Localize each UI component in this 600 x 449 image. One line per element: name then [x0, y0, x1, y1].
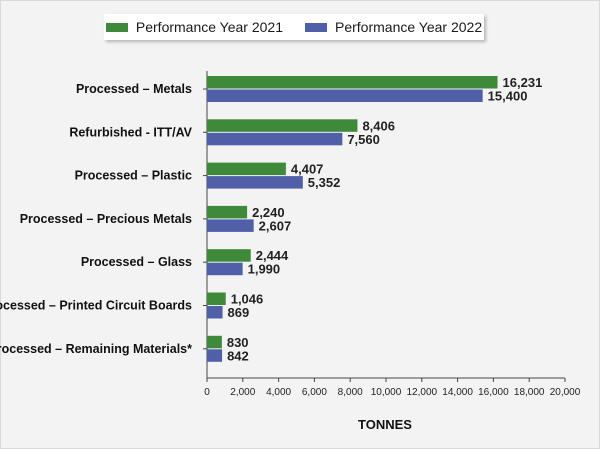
x-tick-label: 0 [204, 387, 210, 398]
bar-2021 [207, 249, 251, 262]
category-label: Processed – Printed Circuit Boards [0, 299, 192, 313]
category-label: Refurbished - ITT/AV [69, 125, 192, 139]
x-tick-label: 2,000 [230, 387, 255, 398]
bar-2021 [207, 76, 498, 89]
bar-2021 [207, 119, 358, 132]
x-tick-label: 18,000 [514, 387, 545, 398]
bar-2021 [207, 205, 248, 219]
x-axis-title: TONNES [358, 417, 412, 432]
chart-legend: Performance Year 2021 Performance Year 2… [104, 14, 484, 40]
x-tick-label: 10,000 [371, 387, 402, 398]
value-label-2021: 2,240 [252, 205, 285, 220]
category-label: Processed – Remaining Materials* [0, 342, 192, 356]
legend-swatch-2021 [105, 22, 128, 32]
value-label-2021: 8,406 [362, 118, 395, 133]
value-label-2022: 869 [228, 305, 250, 320]
x-tick-label: 4,000 [266, 387, 291, 398]
x-tick-label: 16,000 [478, 387, 509, 398]
bar-2022 [207, 349, 223, 362]
value-label-2021: 2,444 [256, 248, 289, 263]
value-label-2022: 15,400 [488, 89, 528, 104]
value-label-2021: 830 [227, 335, 249, 350]
value-label-2021: 1,046 [231, 292, 264, 307]
bar-2022 [207, 89, 483, 102]
bar-2022 [207, 219, 254, 232]
bar-2021 [207, 335, 222, 349]
category-label: Processed – Glass [81, 255, 192, 269]
value-label-2022: 7,560 [347, 132, 380, 147]
category-label: Processed – Plastic [75, 169, 192, 183]
bar-2021 [207, 162, 286, 176]
legend-swatch-2022 [305, 22, 327, 32]
value-label-2021: 16,231 [503, 75, 543, 90]
bar-2021 [207, 292, 226, 305]
category-label: Processed – Precious Metals [20, 212, 192, 226]
value-label-2021: 4,407 [291, 162, 324, 177]
x-tick-label: 14,000 [442, 387, 473, 398]
bar-2022 [207, 132, 343, 146]
value-label-2022: 5,352 [308, 175, 341, 190]
value-label-2022: 1,990 [248, 262, 281, 277]
legend-label-2021: Performance Year 2021 [135, 19, 283, 35]
category-label: Processed – Metals [76, 82, 192, 96]
value-label-2022: 842 [227, 348, 249, 363]
legend-item-2021: Performance Year 2021 [105, 19, 283, 35]
x-tick-label: 20,000 [550, 387, 581, 398]
bar-2022 [207, 262, 243, 276]
bar-2022 [207, 176, 303, 189]
x-tick-label: 8,000 [338, 387, 363, 398]
x-tick-label: 6,000 [302, 387, 327, 398]
x-tick-label: 12,000 [407, 387, 438, 398]
bar-2022 [207, 306, 223, 319]
legend-label-2022: Performance Year 2022 [335, 19, 483, 35]
legend-item-2022: Performance Year 2022 [305, 19, 482, 35]
value-label-2022: 2,607 [259, 218, 292, 233]
